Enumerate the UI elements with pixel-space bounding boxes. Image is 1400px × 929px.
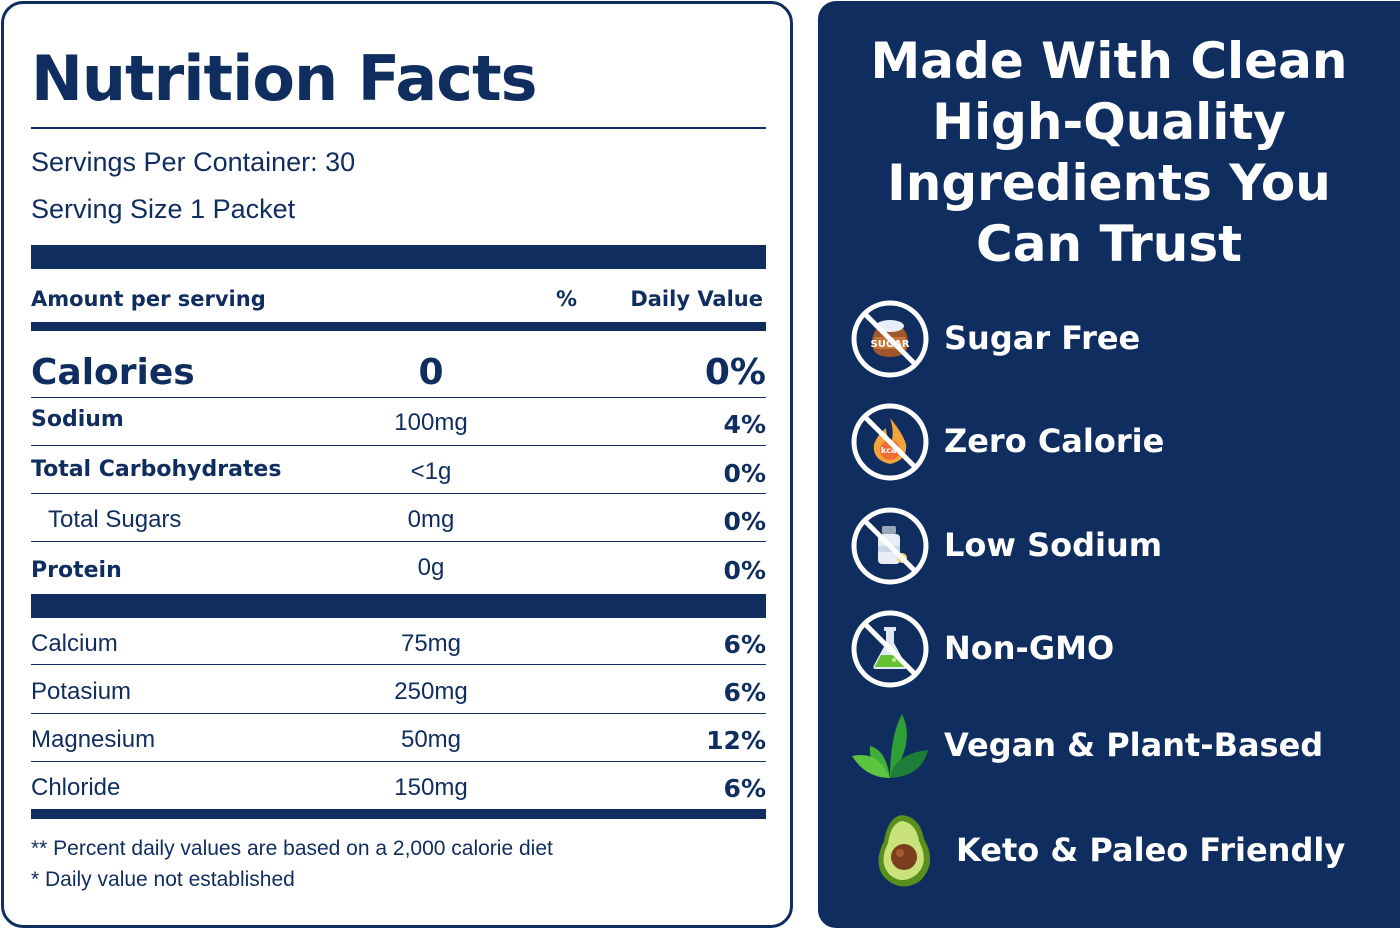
mineral-dv: 6%	[723, 678, 766, 707]
nutrient-name: Total Sugars	[48, 506, 182, 533]
mineral-amount: 150mg	[394, 774, 468, 801]
leaves-icon	[852, 714, 928, 778]
bottom-divider	[31, 809, 766, 819]
nutrition-facts-panel: Nutrition Facts Servings Per Container: …	[1, 1, 793, 928]
row-divider	[31, 761, 766, 762]
row-divider	[31, 493, 766, 494]
calories-amount: 0	[418, 352, 444, 393]
mineral-dv: 6%	[723, 774, 766, 803]
nutrient-amount: 100mg	[394, 409, 468, 436]
avocado-icon	[878, 815, 931, 887]
nutrient-row-sodium: Sodium 100mg 4%	[31, 407, 766, 439]
nutrient-name: Sodium	[31, 407, 124, 432]
feature-sugar-free: SUGAR Sugar Free	[850, 299, 1390, 379]
zero-calorie-icon: kcal	[851, 403, 929, 481]
feature-label: Zero Calorie	[944, 422, 1165, 460]
servings-per-container: Servings Per Container: 30	[31, 147, 356, 177]
nutrient-dv: 0%	[723, 459, 766, 488]
nutrient-row-protein: Protein 0g 0%	[31, 554, 766, 585]
serving-size: Serving Size 1 Packet	[31, 194, 296, 224]
row-divider	[31, 445, 766, 446]
headline-line: High-Quality	[932, 93, 1286, 151]
row-divider	[31, 541, 766, 542]
nutrient-name: Total Carbohydrates	[31, 457, 282, 482]
promo-panel: Made With Clean High-Quality Ingredients…	[818, 1, 1400, 928]
feature-low-sodium: Low Sodium	[850, 506, 1390, 586]
mineral-row-calcium: Calcium 75mg 6%	[31, 630, 766, 660]
thick-divider	[31, 594, 766, 618]
mineral-amount: 50mg	[400, 726, 462, 753]
kcal-text: kcal	[881, 446, 899, 455]
mineral-name: Chloride	[31, 774, 121, 801]
mineral-amount: 75mg	[400, 630, 462, 657]
sugar-bag-text: SUGAR	[871, 339, 910, 350]
non-gmo-icon	[851, 610, 929, 688]
nutrient-dv: 0%	[723, 507, 766, 536]
feature-zero-calorie: kcal Zero Calorie	[850, 402, 1390, 482]
footnote-not-established: * Daily value not established	[31, 868, 295, 891]
nutrient-amount: 0mg	[407, 506, 455, 533]
calories-row: Calories 0 0%	[31, 352, 766, 396]
mineral-row-chloride: Chloride 150mg 6%	[31, 774, 766, 804]
row-divider	[31, 397, 766, 398]
header-percent: %	[556, 287, 578, 311]
headline-line: Ingredients You	[887, 154, 1331, 212]
mineral-dv: 12%	[706, 726, 766, 755]
mineral-name: Calcium	[31, 630, 118, 657]
promo-headline: Made With Clean High-Quality Ingredients…	[818, 31, 1400, 275]
mineral-name: Potasium	[31, 678, 132, 705]
thick-divider	[31, 245, 766, 269]
mineral-amount: 250mg	[394, 678, 468, 705]
header-daily-value: Daily Value	[630, 287, 763, 311]
nutrient-dv: 4%	[723, 410, 766, 439]
nutrient-amount: 0g	[417, 554, 445, 581]
mineral-row-potasium: Potasium 250mg 6%	[31, 678, 766, 708]
row-divider	[31, 713, 766, 714]
feature-vegan-plant-based: Vegan & Plant-Based	[850, 706, 1390, 786]
nutrient-row-total-sugars: Total Sugars 0mg 0%	[31, 506, 766, 536]
low-sodium-icon	[851, 507, 929, 585]
nutrient-row-total-carbohydrates: Total Carbohydrates <1g 0%	[31, 457, 766, 488]
feature-label: Low Sodium	[944, 526, 1163, 564]
nutrient-amount: <1g	[410, 458, 452, 485]
feature-non-gmo: Non-GMO	[850, 609, 1390, 689]
headline-line: Can Trust	[976, 215, 1242, 273]
feature-label: Vegan & Plant-Based	[944, 726, 1324, 764]
nutrition-facts-title: Nutrition Facts	[31, 42, 538, 115]
feature-label: Sugar Free	[944, 319, 1141, 357]
row-divider	[31, 664, 766, 665]
mineral-row-magnesium: Magnesium 50mg 12%	[31, 726, 766, 756]
calories-dv: 0%	[704, 352, 766, 393]
sugar-free-icon: SUGAR	[851, 300, 929, 378]
medium-divider	[31, 322, 766, 331]
footnote-daily-values: ** Percent daily values are based on a 2…	[31, 837, 553, 860]
feature-keto-paleo-friendly: Keto & Paleo Friendly	[850, 811, 1390, 891]
header-amount-per-serving: Amount per serving	[31, 287, 266, 311]
nutrient-name: Protein	[31, 558, 122, 583]
nutrient-dv: 0%	[723, 556, 766, 585]
calories-label: Calories	[31, 352, 195, 393]
headline-line: Made With Clean	[870, 32, 1348, 90]
title-divider	[31, 127, 766, 129]
mineral-name: Magnesium	[31, 726, 156, 753]
feature-label: Keto & Paleo Friendly	[956, 831, 1346, 869]
feature-label: Non-GMO	[944, 629, 1115, 667]
mineral-dv: 6%	[723, 630, 766, 659]
